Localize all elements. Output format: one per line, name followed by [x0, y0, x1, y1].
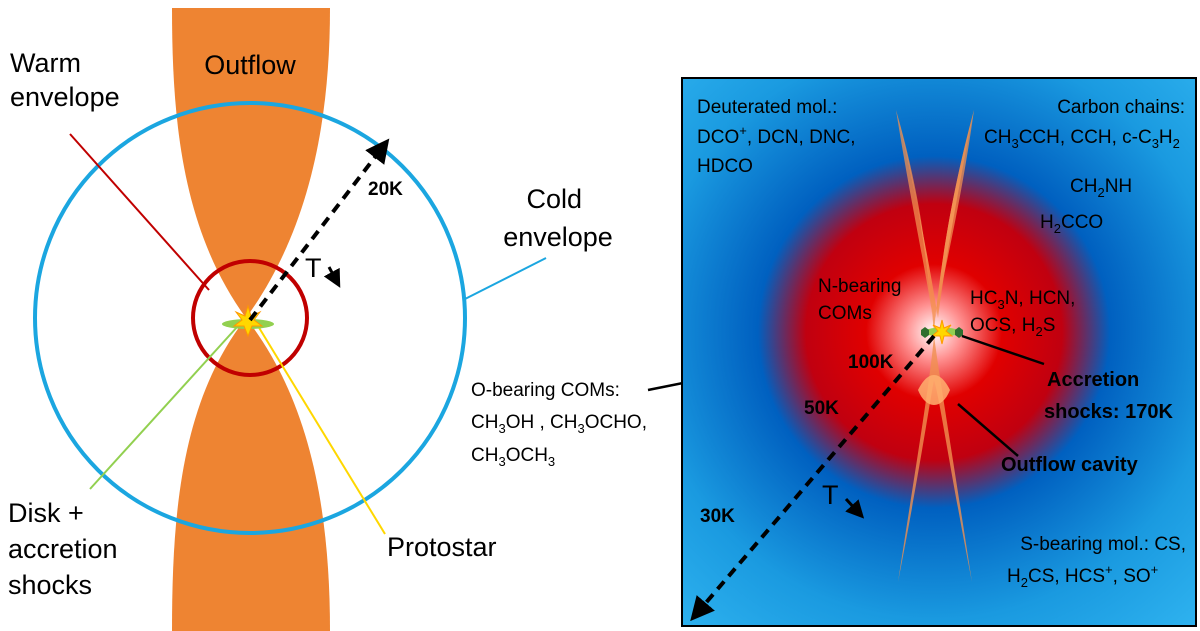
hc3n-line1: HC3N, HCN,	[970, 288, 1075, 312]
s-bearing-line2: H2CS, HCS+, SO+	[1007, 562, 1158, 590]
disk-accretion-label: Disk + accretion shocks	[8, 498, 125, 600]
right-temperature-symbol: T	[822, 480, 839, 510]
o-bearing-line1: CH3OH , CH3OCHO,	[471, 412, 647, 436]
right-temperature-decrease-arrow	[844, 497, 865, 519]
o-bearing-line2: CH3OCH3	[471, 445, 555, 469]
warm-envelope-leader	[69, 133, 210, 291]
outflow-cavity-core	[918, 375, 950, 405]
left-panel: Outflow Warm envelope Cold envelope Disk…	[8, 8, 613, 631]
outflow-lower-lobe	[172, 318, 330, 631]
temperature-decrease-arrow	[323, 266, 341, 288]
hc3n-line2: OCS, H2S	[970, 315, 1055, 339]
accretion-shock-right	[955, 327, 963, 338]
accretion-shock-left	[921, 327, 929, 338]
n-bearing-coms-label: N-bearing COMs	[818, 276, 907, 324]
deuterated-line1: DCO+, DCN, DNC,	[697, 123, 856, 148]
carbon-chains-line1: CH3CCH, CCH, c-C3H2	[984, 127, 1180, 151]
right-panel: Deuterated mol.: DCO+, DCN, DNC, HDCO Ca…	[681, 77, 1197, 627]
outflow-cavity-leader	[957, 403, 1019, 457]
s-bearing-line1: S-bearing mol.: CS,	[1020, 534, 1186, 555]
deuterated-line2: HDCO	[697, 156, 753, 177]
outflow-cavity-label: Outflow cavity	[1001, 454, 1139, 476]
outflow-label: Outflow	[204, 50, 296, 80]
cold-envelope-label: Cold envelope	[503, 184, 613, 252]
outflow-upper-lobe	[172, 8, 330, 318]
temperature-symbol: T	[305, 253, 322, 283]
h2cco-label: H2CCO	[1040, 212, 1103, 236]
accretion-shocks-leader	[961, 334, 1045, 366]
ch2nh-label: CH2NH	[1070, 176, 1132, 200]
temp-50k-label: 50K	[804, 398, 839, 419]
carbon-chains-title: Carbon chains:	[1057, 97, 1185, 118]
temp-20k-label: 20K	[368, 179, 403, 200]
temperature-gradient-arrow	[248, 138, 390, 322]
chemistry-panel-background	[681, 77, 1197, 627]
deuterated-title: Deuterated mol.:	[697, 97, 837, 118]
protostar-star	[232, 304, 264, 338]
temp-100k-label: 100K	[848, 352, 894, 373]
o-bearing-title: O-bearing COMs:	[471, 380, 620, 401]
accretion-shocks-label: Accretion shocks: 170K	[1044, 369, 1174, 423]
warm-envelope-circle	[191, 259, 309, 377]
protostar-leader	[257, 325, 386, 535]
cold-envelope-circle	[33, 101, 467, 535]
right-temperature-gradient-arrow	[690, 334, 936, 622]
right-protostar-star	[930, 319, 954, 345]
disk-leader	[89, 325, 239, 490]
warm-envelope-label: Warm envelope	[10, 48, 120, 112]
cold-envelope-leader	[462, 257, 547, 301]
temp-30k-label: 30K	[700, 506, 735, 527]
protostar-label: Protostar	[387, 532, 497, 562]
